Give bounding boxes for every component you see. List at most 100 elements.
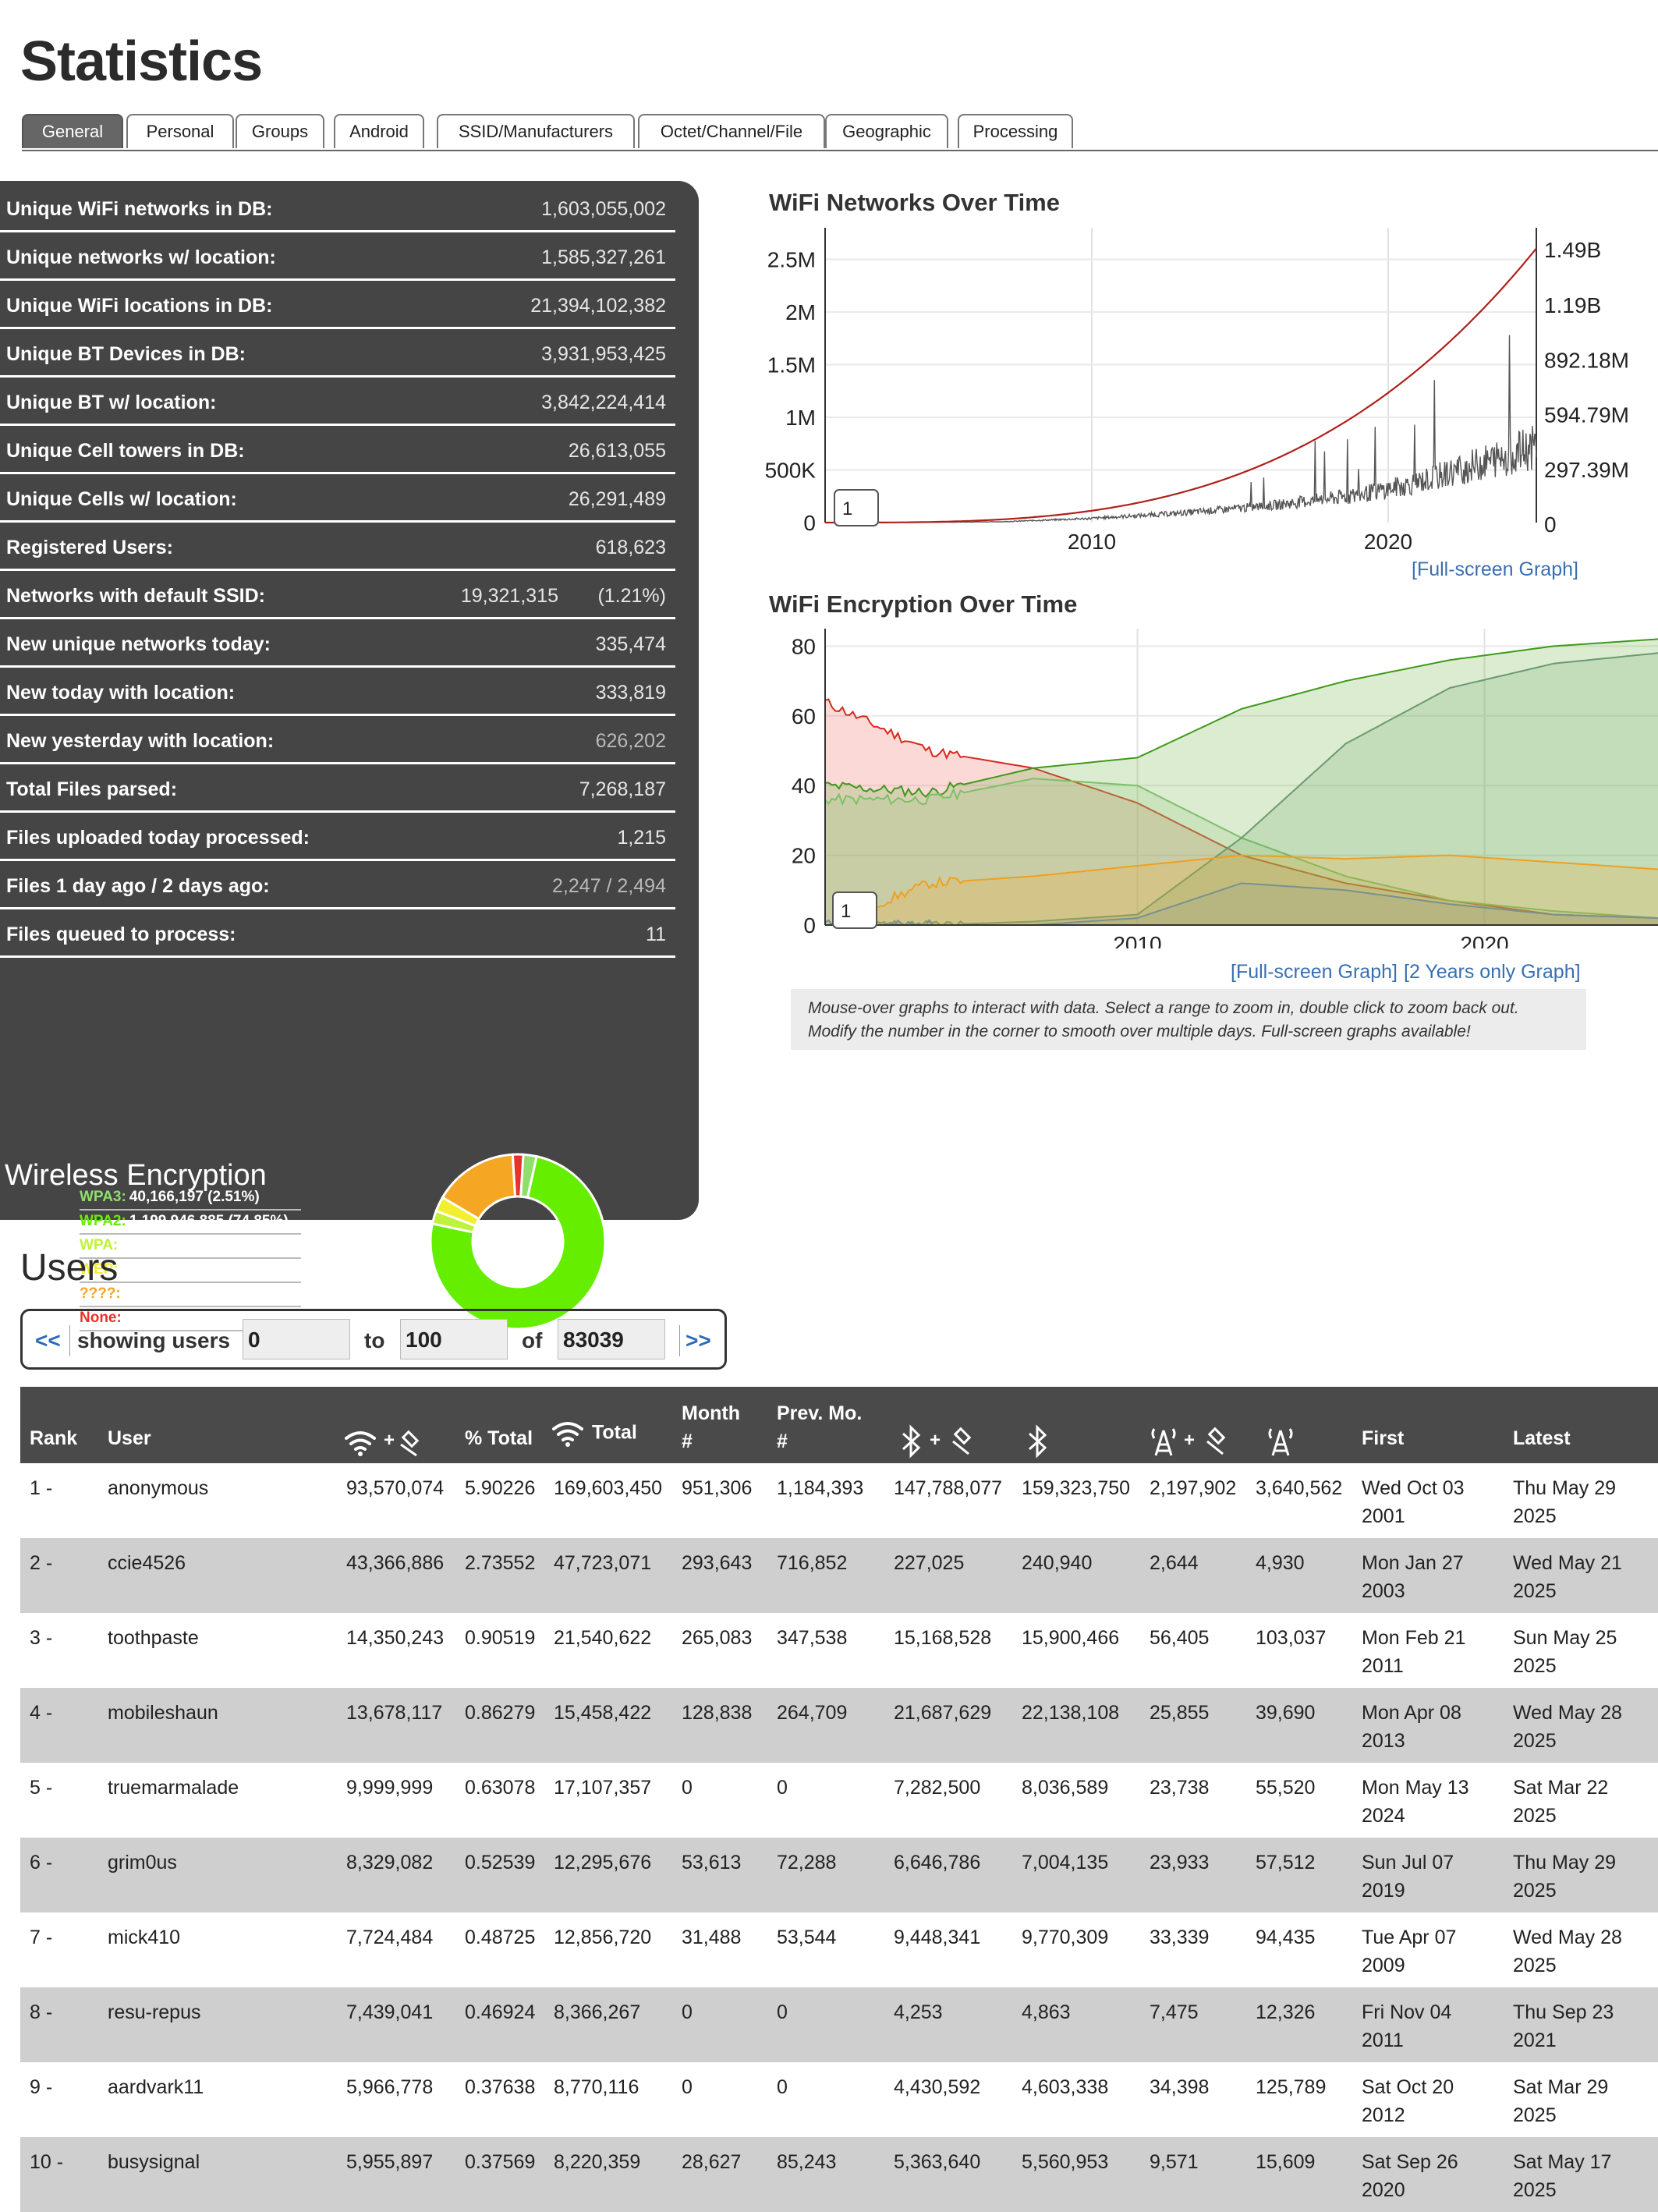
smoothing-input[interactable] bbox=[832, 892, 877, 929]
y2-tick-label: 0 bbox=[1544, 512, 1557, 537]
table-row[interactable]: 3 - toothpaste 14,350,243 0.90519 21,540,622… bbox=[20, 1613, 1658, 1688]
cell-rank: 6 - bbox=[30, 1852, 53, 1873]
cell-prev: 72,288 bbox=[777, 1852, 837, 1873]
encryption-2years-link[interactable]: [2 Years only Graph] bbox=[1404, 961, 1581, 983]
cell-prev: 716,852 bbox=[777, 1552, 848, 1574]
cell-user[interactable]: resu-repus bbox=[108, 2001, 201, 2023]
svg-text:+: + bbox=[384, 1430, 395, 1451]
cell-bt-gps: 9,448,341 bbox=[894, 1927, 981, 1948]
stat-label: New unique networks today: bbox=[6, 633, 271, 655]
encryption-area bbox=[825, 653, 1658, 925]
cell-prev: 53,544 bbox=[777, 1927, 837, 1948]
donut-slice bbox=[511, 1153, 525, 1198]
encryption-fullscreen-link[interactable]: [Full-screen Graph] bbox=[1231, 961, 1398, 983]
stat-value: 1,215 bbox=[617, 827, 666, 849]
date-line: Thu May 29 bbox=[1513, 1852, 1617, 1873]
cell-bt-gps: 6,646,786 bbox=[894, 1852, 981, 1873]
cell-bt: 4,603,338 bbox=[1022, 2076, 1109, 2098]
date-line: Mon Feb 21 bbox=[1362, 1627, 1466, 1649]
first-header: First bbox=[1362, 1427, 1405, 1449]
stat-row: Files uploaded today processed: 1,215 bbox=[0, 816, 675, 861]
cell-user[interactable]: anonymous bbox=[108, 1477, 209, 1499]
table-row[interactable]: 4 - mobileshaun 13,678,117 0.86279 15,458,42… bbox=[20, 1688, 1658, 1763]
y-tick-label: 1.5M bbox=[767, 353, 816, 378]
table-row[interactable]: 10 - busysignal 5,955,897 0.37569 8,220,359 2… bbox=[20, 2137, 1658, 2212]
encryption-area bbox=[825, 699, 1658, 925]
table-row[interactable]: 8 - resu-repus 7,439,041 0.46924 8,366,267 0 0… bbox=[20, 1987, 1658, 2062]
smoothing-input[interactable] bbox=[834, 489, 879, 526]
stat-label: Registered Users: bbox=[6, 537, 173, 558]
encryption-legend-key: None: bbox=[80, 1310, 122, 1326]
date-line: Sun May 25 bbox=[1513, 1627, 1617, 1649]
cell-bt: 9,770,309 bbox=[1022, 1927, 1109, 1948]
cell-bt-gps: 4,253 bbox=[894, 2001, 943, 2023]
table-row[interactable]: 2 - ccie4526 43,366,886 2.73552 47,723,071 29… bbox=[20, 1538, 1658, 1613]
cell-user[interactable]: grim0us bbox=[108, 1852, 177, 1873]
cell-wifi-gps: 8,329,082 bbox=[346, 1852, 434, 1873]
table-row[interactable]: 6 - grim0us 8,329,082 0.52539 12,295,676 53,6… bbox=[20, 1838, 1658, 1912]
networks-chart[interactable]: 2.5M 2M 1.5M 1M 500K 0 1.49B 1.19B 892.18M 594.79… bbox=[749, 218, 1658, 562]
cell-total: 12,856,720 bbox=[554, 1927, 652, 1948]
tab-android[interactable]: Android bbox=[334, 114, 424, 148]
cell-user[interactable]: mobileshaun bbox=[108, 1702, 218, 1724]
cell-cell: 12,326 bbox=[1256, 2001, 1316, 2023]
encryption-legend-value: 38,794,624 (2.42%) bbox=[121, 1237, 252, 1253]
cell-user[interactable]: mick410 bbox=[108, 1927, 181, 1948]
total-header-label: Total bbox=[591, 1421, 637, 1444]
cell-rank: 10 - bbox=[30, 2151, 64, 2173]
x-tick-label: 2020 bbox=[1364, 530, 1412, 554]
bt-header bbox=[1025, 1424, 1053, 1464]
cell-bt-gps: 5,363,640 bbox=[894, 2151, 981, 2173]
table-row[interactable]: 1 - anonymous 93,570,074 5.90226 169,603,450… bbox=[20, 1463, 1658, 1538]
prev-month-header: Prev. Mo. # bbox=[777, 1402, 863, 1452]
tab-geographic[interactable]: Geographic bbox=[825, 114, 948, 148]
cell-user[interactable]: ccie4526 bbox=[108, 1552, 186, 1574]
cell-user[interactable]: toothpaste bbox=[108, 1627, 199, 1649]
cell-wifi-gps: 9,999,999 bbox=[346, 1777, 434, 1799]
stat-row: Unique Cells w/ location: 26,291,489 bbox=[0, 477, 675, 523]
table-row[interactable]: 9 - aardvark11 5,966,778 0.37638 8,770,116 0 0… bbox=[20, 2062, 1658, 2137]
encryption-title: Wireless Encryption bbox=[5, 1159, 267, 1192]
tab-ssid-manufacturers[interactable]: SSID/Manufacturers bbox=[437, 114, 635, 148]
encryption-legend-value: 1,199,946,885 (74.85%) bbox=[129, 1213, 289, 1229]
stat-row: New unique networks today: 335,474 bbox=[0, 622, 675, 668]
from-input[interactable]: 0 bbox=[243, 1319, 350, 1359]
tab-personal[interactable]: Personal bbox=[126, 114, 234, 148]
stat-row: Unique WiFi networks in DB: 1,603,055,002 bbox=[0, 187, 675, 232]
prev-page-button[interactable]: << bbox=[35, 1328, 61, 1352]
stat-label: Unique Cell towers in DB: bbox=[6, 440, 245, 462]
y-tick-label: 40 bbox=[792, 774, 816, 798]
encryption-legend-item: WPA: 38,794,624 (2.42%) bbox=[80, 1235, 301, 1259]
to-input[interactable]: 100 bbox=[400, 1319, 508, 1359]
cell-total: 15,458,422 bbox=[554, 1702, 652, 1724]
cell-user[interactable]: truemarmalade bbox=[108, 1777, 239, 1799]
cell-cell: 103,037 bbox=[1256, 1627, 1327, 1649]
cell-month: 31,488 bbox=[682, 1927, 742, 1948]
stats-panel: Wireless Encryption Unique WiFi networks… bbox=[0, 181, 699, 1331]
tab-general[interactable]: General bbox=[22, 114, 123, 148]
tab-octet-channel-file[interactable]: Octet/Channel/File bbox=[638, 114, 825, 148]
cumulative-networks-series bbox=[825, 247, 1537, 524]
tab-processing[interactable]: Processing bbox=[958, 114, 1073, 148]
stat-value: 333,819 bbox=[595, 682, 666, 704]
bluetooth-gps-icon: + bbox=[902, 1424, 972, 1459]
table-row[interactable]: 5 - truemarmalade 9,999,999 0.63078 17,107,3… bbox=[20, 1763, 1658, 1838]
cell-latest: Sat May 17 2025 bbox=[1513, 2148, 1611, 2204]
stat-label: Unique BT Devices in DB: bbox=[6, 343, 246, 365]
cell-user[interactable]: aardvark11 bbox=[108, 2076, 204, 2098]
stat-value-secondary: 19,321,315 bbox=[460, 585, 558, 607]
cell-wifi-gps: 7,724,484 bbox=[346, 1927, 434, 1948]
cell-month: 265,083 bbox=[682, 1627, 753, 1649]
networks-fullscreen-link[interactable]: [Full-screen Graph] bbox=[1412, 558, 1578, 580]
rank-header: Rank bbox=[30, 1427, 78, 1449]
table-row[interactable]: 7 - mick410 7,724,484 0.48725 12,856,720 31,4… bbox=[20, 1912, 1658, 1987]
cell-wifi-gps: 43,366,886 bbox=[346, 1552, 445, 1574]
cell-bt-gps: 4,430,592 bbox=[894, 2076, 981, 2098]
next-page-button[interactable]: >> bbox=[686, 1328, 711, 1352]
tab-groups[interactable]: Groups bbox=[236, 114, 324, 148]
cell-user[interactable]: busysignal bbox=[108, 2151, 200, 2173]
encryption-chart[interactable]: 80 60 40 20 0 2010 2020 1 bbox=[749, 621, 1658, 948]
cell-first: Tue Apr 07 2009 bbox=[1362, 1923, 1456, 1980]
cell-prev: 0 bbox=[777, 1777, 788, 1799]
cell-total: 169,603,450 bbox=[554, 1477, 663, 1499]
